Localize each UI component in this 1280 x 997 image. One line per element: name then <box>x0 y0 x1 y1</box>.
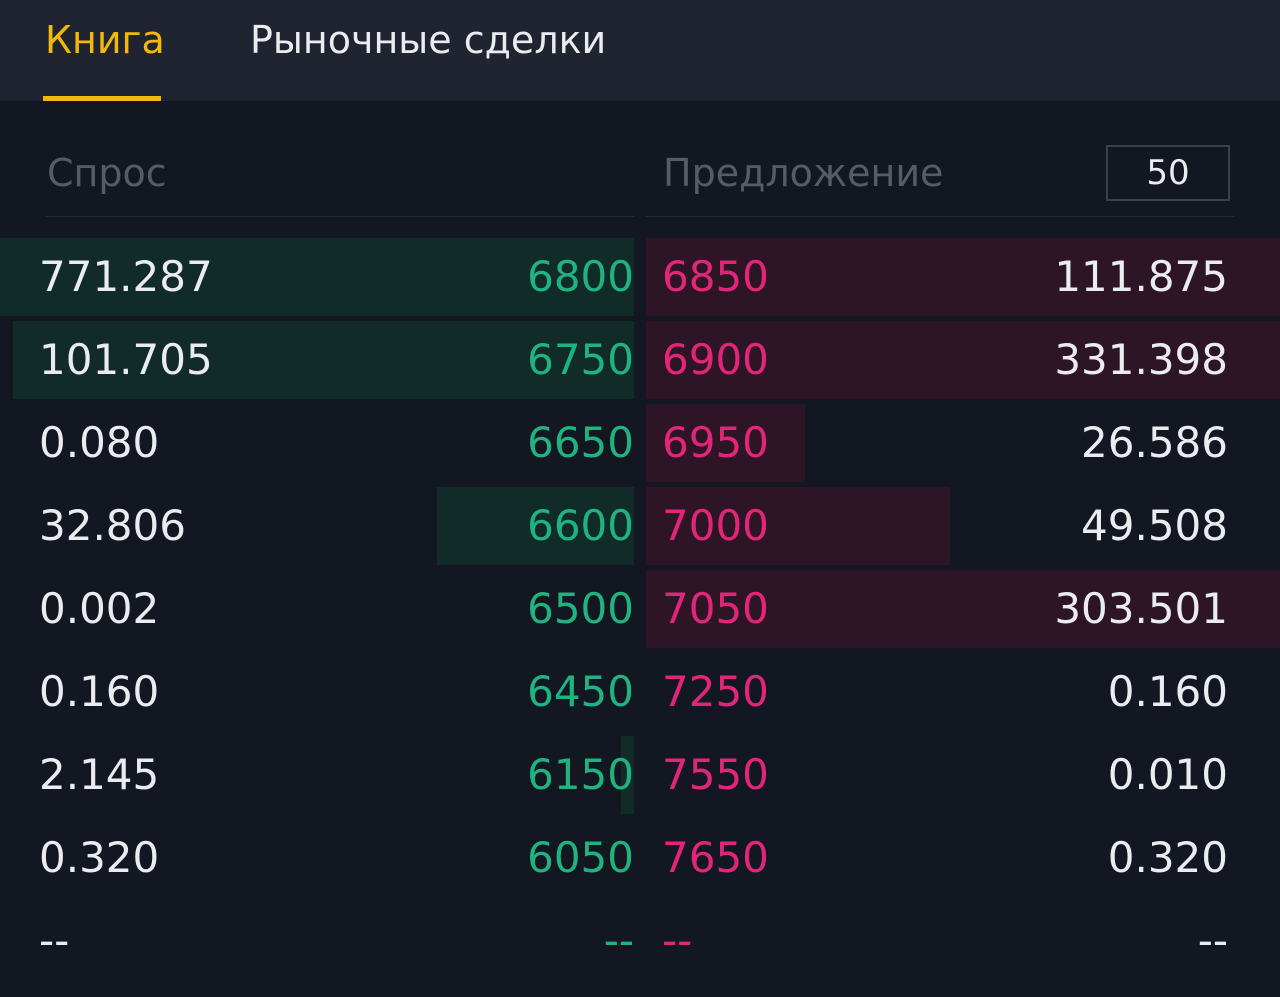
ask-depth-bar <box>646 570 1280 648</box>
bid-price: 6150 <box>527 750 634 799</box>
asks-header-divider <box>646 216 1234 217</box>
bid-price: 6600 <box>527 501 634 550</box>
bid-quantity: 771.287 <box>39 252 213 301</box>
bid-depth-bar <box>437 487 634 565</box>
ask-row[interactable]: 7050 303.501 <box>640 570 1280 648</box>
ask-quantity: 111.875 <box>1054 252 1228 301</box>
ask-quantity: 0.010 <box>1107 750 1228 799</box>
ask-row[interactable]: 6950 26.586 <box>640 404 1280 482</box>
bid-depth-bar <box>0 238 634 316</box>
bid-quantity: 2.145 <box>39 750 160 799</box>
bid-row[interactable]: 0.320 6050 <box>0 819 640 897</box>
ask-row[interactable]: 7250 0.160 <box>640 653 1280 731</box>
bid-price: -- <box>603 916 634 965</box>
bids-header-divider <box>46 216 634 217</box>
bid-price: 6500 <box>527 584 634 633</box>
bid-quantity: 0.080 <box>39 418 160 467</box>
ask-price: 7050 <box>662 584 769 633</box>
tab-market-trades[interactable]: Рыночные сделки <box>250 18 607 62</box>
bid-quantity: 0.320 <box>39 833 160 882</box>
ask-depth-bar <box>646 238 1280 316</box>
ask-row[interactable]: 7650 0.320 <box>640 819 1280 897</box>
bid-row[interactable]: 0.160 6450 <box>0 653 640 731</box>
ask-price: 7000 <box>662 501 769 550</box>
depth-selector[interactable]: 50 <box>1106 145 1230 201</box>
ask-row[interactable]: 7000 49.508 <box>640 487 1280 565</box>
ask-price: -- <box>662 916 693 965</box>
ask-price: 7250 <box>662 667 769 716</box>
bid-price: 6650 <box>527 418 634 467</box>
bid-quantity: 101.705 <box>39 335 213 384</box>
bid-quantity: 0.002 <box>39 584 160 633</box>
ask-price: 7550 <box>662 750 769 799</box>
ask-price: 6900 <box>662 335 769 384</box>
ask-quantity: -- <box>1197 916 1228 965</box>
bid-quantity: 32.806 <box>39 501 186 550</box>
ask-quantity: 0.320 <box>1107 833 1228 882</box>
bid-row[interactable]: 0.002 6500 <box>0 570 640 648</box>
ask-price: 6850 <box>662 252 769 301</box>
tab-bar: Книга Рыночные сделки <box>0 0 1280 101</box>
ask-quantity: 49.508 <box>1081 501 1228 550</box>
bid-depth-bar <box>621 736 634 814</box>
bid-row[interactable]: 101.705 6750 <box>0 321 640 399</box>
ask-depth-bar <box>646 321 1280 399</box>
bid-row[interactable]: 0.080 6650 <box>0 404 640 482</box>
asks-header: Предложение <box>663 151 944 195</box>
active-tab-indicator <box>43 96 161 101</box>
ask-price: 7650 <box>662 833 769 882</box>
bid-depth-bar <box>13 321 634 399</box>
bid-row[interactable]: 32.806 6600 <box>0 487 640 565</box>
ask-depth-bar <box>646 487 950 565</box>
ask-quantity: 331.398 <box>1054 335 1228 384</box>
ask-row[interactable]: 7550 0.010 <box>640 736 1280 814</box>
ask-price: 6950 <box>662 418 769 467</box>
ask-row[interactable]: 6900 331.398 <box>640 321 1280 399</box>
ask-quantity: 26.586 <box>1081 418 1228 467</box>
bid-price: 6050 <box>527 833 634 882</box>
bids-header: Спрос <box>47 151 167 195</box>
bid-price: 6750 <box>527 335 634 384</box>
ask-quantity: 0.160 <box>1107 667 1228 716</box>
tab-order-book[interactable]: Книга <box>45 18 165 62</box>
ask-quantity: 303.501 <box>1054 584 1228 633</box>
bid-price: 6450 <box>527 667 634 716</box>
ask-depth-bar <box>646 404 805 482</box>
bid-row[interactable]: 2.145 6150 <box>0 736 640 814</box>
bid-quantity: 0.160 <box>39 667 160 716</box>
bid-quantity: -- <box>39 916 70 965</box>
ask-row[interactable]: 6850 111.875 <box>640 238 1280 316</box>
ask-row[interactable]: -- -- <box>640 902 1280 980</box>
bid-row[interactable]: -- -- <box>0 902 640 980</box>
bid-price: 6800 <box>527 252 634 301</box>
bid-row[interactable]: 771.287 6800 <box>0 238 640 316</box>
